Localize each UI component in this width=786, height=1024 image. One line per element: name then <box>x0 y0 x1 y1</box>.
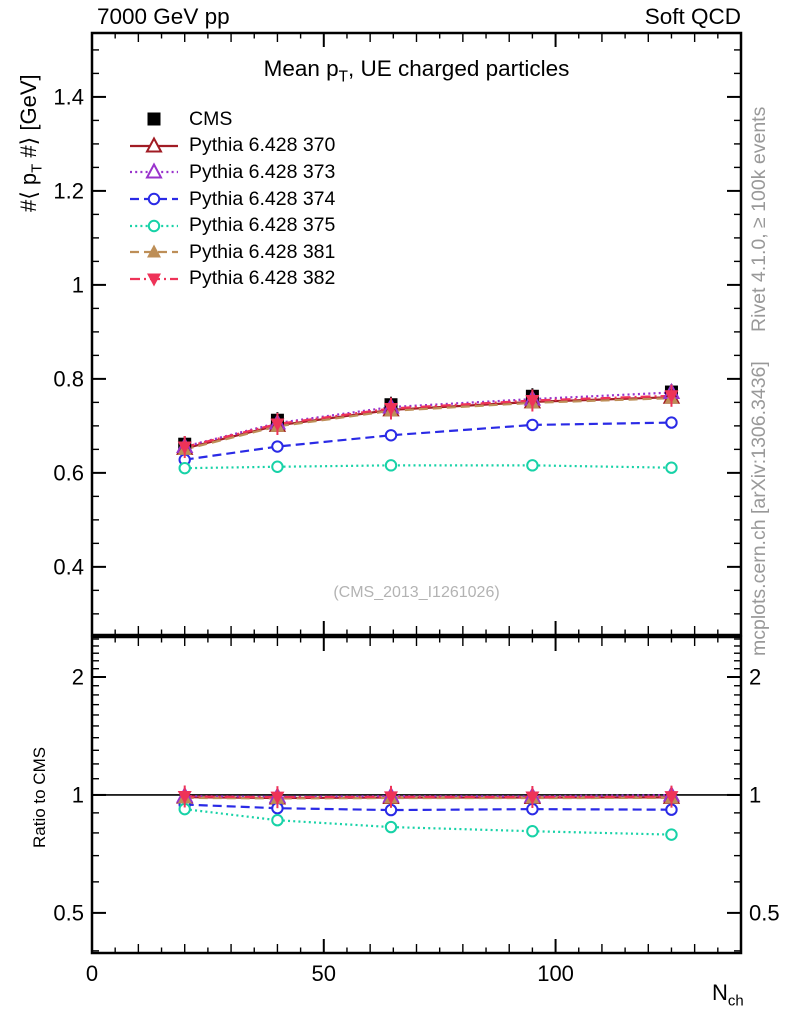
header-process-group: Soft QCD <box>644 4 741 29</box>
legend-marker-6 <box>130 273 178 287</box>
legend-item-pythia-6-428-375: Pythia 6.428 375 <box>128 212 335 239</box>
legend-marker-4 <box>130 219 178 232</box>
header-beam-energy: 7000 GeV pp <box>97 4 230 29</box>
legend-marker-1 <box>130 136 178 153</box>
legend-label: Pythia 6.428 375 <box>189 214 336 237</box>
axis-ticks <box>91 33 742 953</box>
legend-item-cms: CMS <box>128 106 335 133</box>
legend-item-pythia-6-428-374: Pythia 6.428 374 <box>128 186 335 213</box>
legend-marker-2 <box>130 162 178 179</box>
svg-text:100: 100 <box>537 961 574 986</box>
svg-text:1: 1 <box>749 782 761 807</box>
series-lines-main <box>184 391 672 470</box>
legend-label: Pythia 6.428 381 <box>189 240 336 263</box>
svg-text:0.6: 0.6 <box>53 460 84 485</box>
series-markers-main <box>176 382 681 475</box>
svg-text:0.5: 0.5 <box>53 900 84 925</box>
legend-marker-5 <box>130 244 178 258</box>
plot-title: Mean pT, UE charged particles <box>263 56 570 86</box>
legend-label: Pythia 6.428 374 <box>189 187 336 210</box>
svg-text:1: 1 <box>72 272 84 297</box>
svg-text:0.4: 0.4 <box>53 554 84 579</box>
legend-label: Pythia 6.428 382 <box>189 267 336 290</box>
svg-text:1.4: 1.4 <box>53 84 84 109</box>
legend-marker-0 <box>147 112 161 126</box>
svg-text:0.5: 0.5 <box>749 900 780 925</box>
svg-text:0.8: 0.8 <box>53 366 84 391</box>
legend-item-pythia-6-428-381: Pythia 6.428 381 <box>128 239 335 266</box>
svg-text:50: 50 <box>312 961 336 986</box>
analysis-id-watermark: (CMS_2013_I1261026) <box>333 584 500 601</box>
x-axis-title: Nch <box>712 980 744 1010</box>
legend-item-pythia-6-428-370: Pythia 6.428 370 <box>128 133 335 160</box>
legend-label: Pythia 6.428 370 <box>189 134 336 157</box>
legend-item-pythia-6-428-373: Pythia 6.428 373 <box>128 159 335 186</box>
legend-label: Pythia 6.428 373 <box>189 160 336 183</box>
svg-text:1.2: 1.2 <box>53 178 84 203</box>
legend: CMS Pythia 6.428 370 Pythia 6.428 373 Pythi… <box>128 106 335 292</box>
svg-text:1: 1 <box>72 782 84 807</box>
svg-text:2: 2 <box>749 664 761 689</box>
svg-text:0: 0 <box>86 961 98 986</box>
series-lines-ratio <box>184 794 672 836</box>
axis-tick-labels: 0.4 0.6 0.8 1 1.2 1.4 0.5 0.5 1 1 2 2 0 50 100 <box>53 84 779 986</box>
legend-marker-3 <box>130 192 178 206</box>
legend-item-pythia-6-428-382: Pythia 6.428 382 <box>128 266 335 293</box>
series-markers-ratio <box>176 785 681 841</box>
legend-label: CMS <box>189 107 233 130</box>
svg-text:2: 2 <box>72 664 84 689</box>
